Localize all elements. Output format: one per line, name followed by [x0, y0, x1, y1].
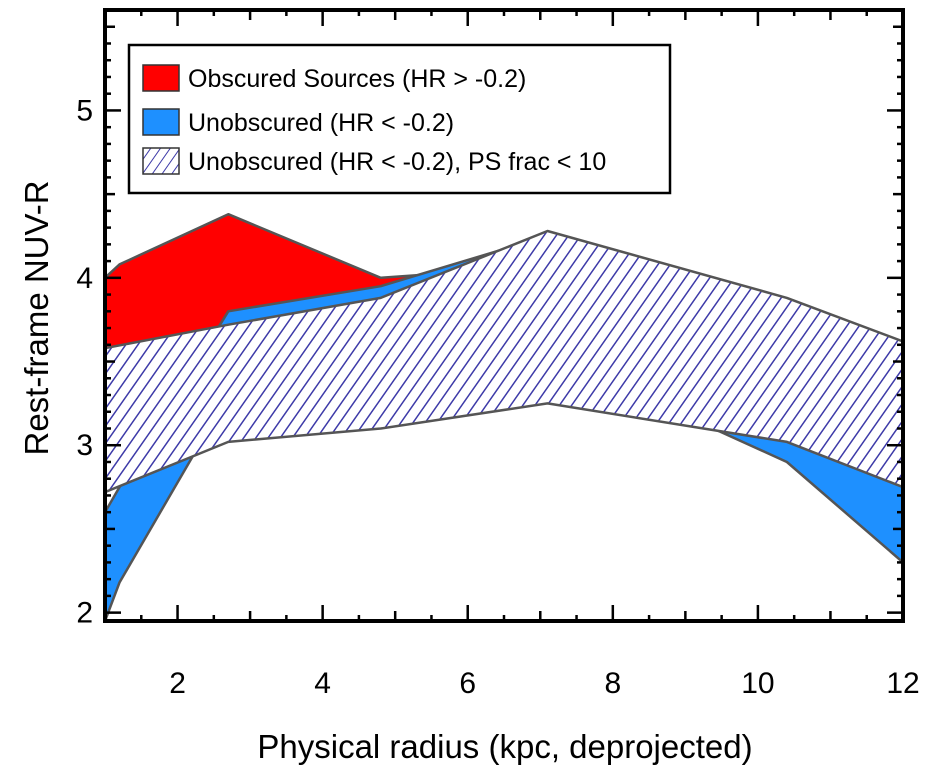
x-tick-label: 12 [886, 667, 919, 700]
legend-label-3: Unobscured (HR < -0.2), PS frac < 10 [188, 148, 606, 176]
legend: Obscured Sources (HR > -0.2) Unobscured (… [127, 43, 672, 195]
y-axis-title: Rest-frame NUV-R [18, 180, 55, 455]
legend-box [127, 43, 672, 195]
y-tick-label: 3 [76, 429, 93, 462]
x-tick-label: 4 [314, 667, 331, 700]
x-tick-label: 2 [169, 667, 186, 700]
y-axis: 2 3 4 5 [76, 25, 903, 630]
y-tick-label: 5 [76, 94, 93, 127]
y-tick-label: 2 [76, 597, 93, 630]
legend-swatch-2 [142, 108, 180, 136]
x-tick-label: 8 [604, 667, 621, 700]
x-axis: 2 4 6 8 10 12 [140, 10, 920, 700]
band-series-3 [105, 229, 903, 494]
y-tick-label: 4 [76, 262, 93, 295]
legend-label-2: Unobscured (HR < -0.2) [188, 109, 454, 137]
data-bands [105, 212, 903, 621]
x-tick-label: 6 [459, 667, 476, 700]
legend-label-1: Obscured Sources (HR > -0.2) [188, 65, 526, 93]
legend-swatch-1 [142, 64, 180, 92]
legend-swatch-3 [142, 147, 180, 175]
x-axis-title: Physical radius (kpc, deprojected) [257, 728, 752, 765]
x-tick-label: 10 [741, 667, 774, 700]
